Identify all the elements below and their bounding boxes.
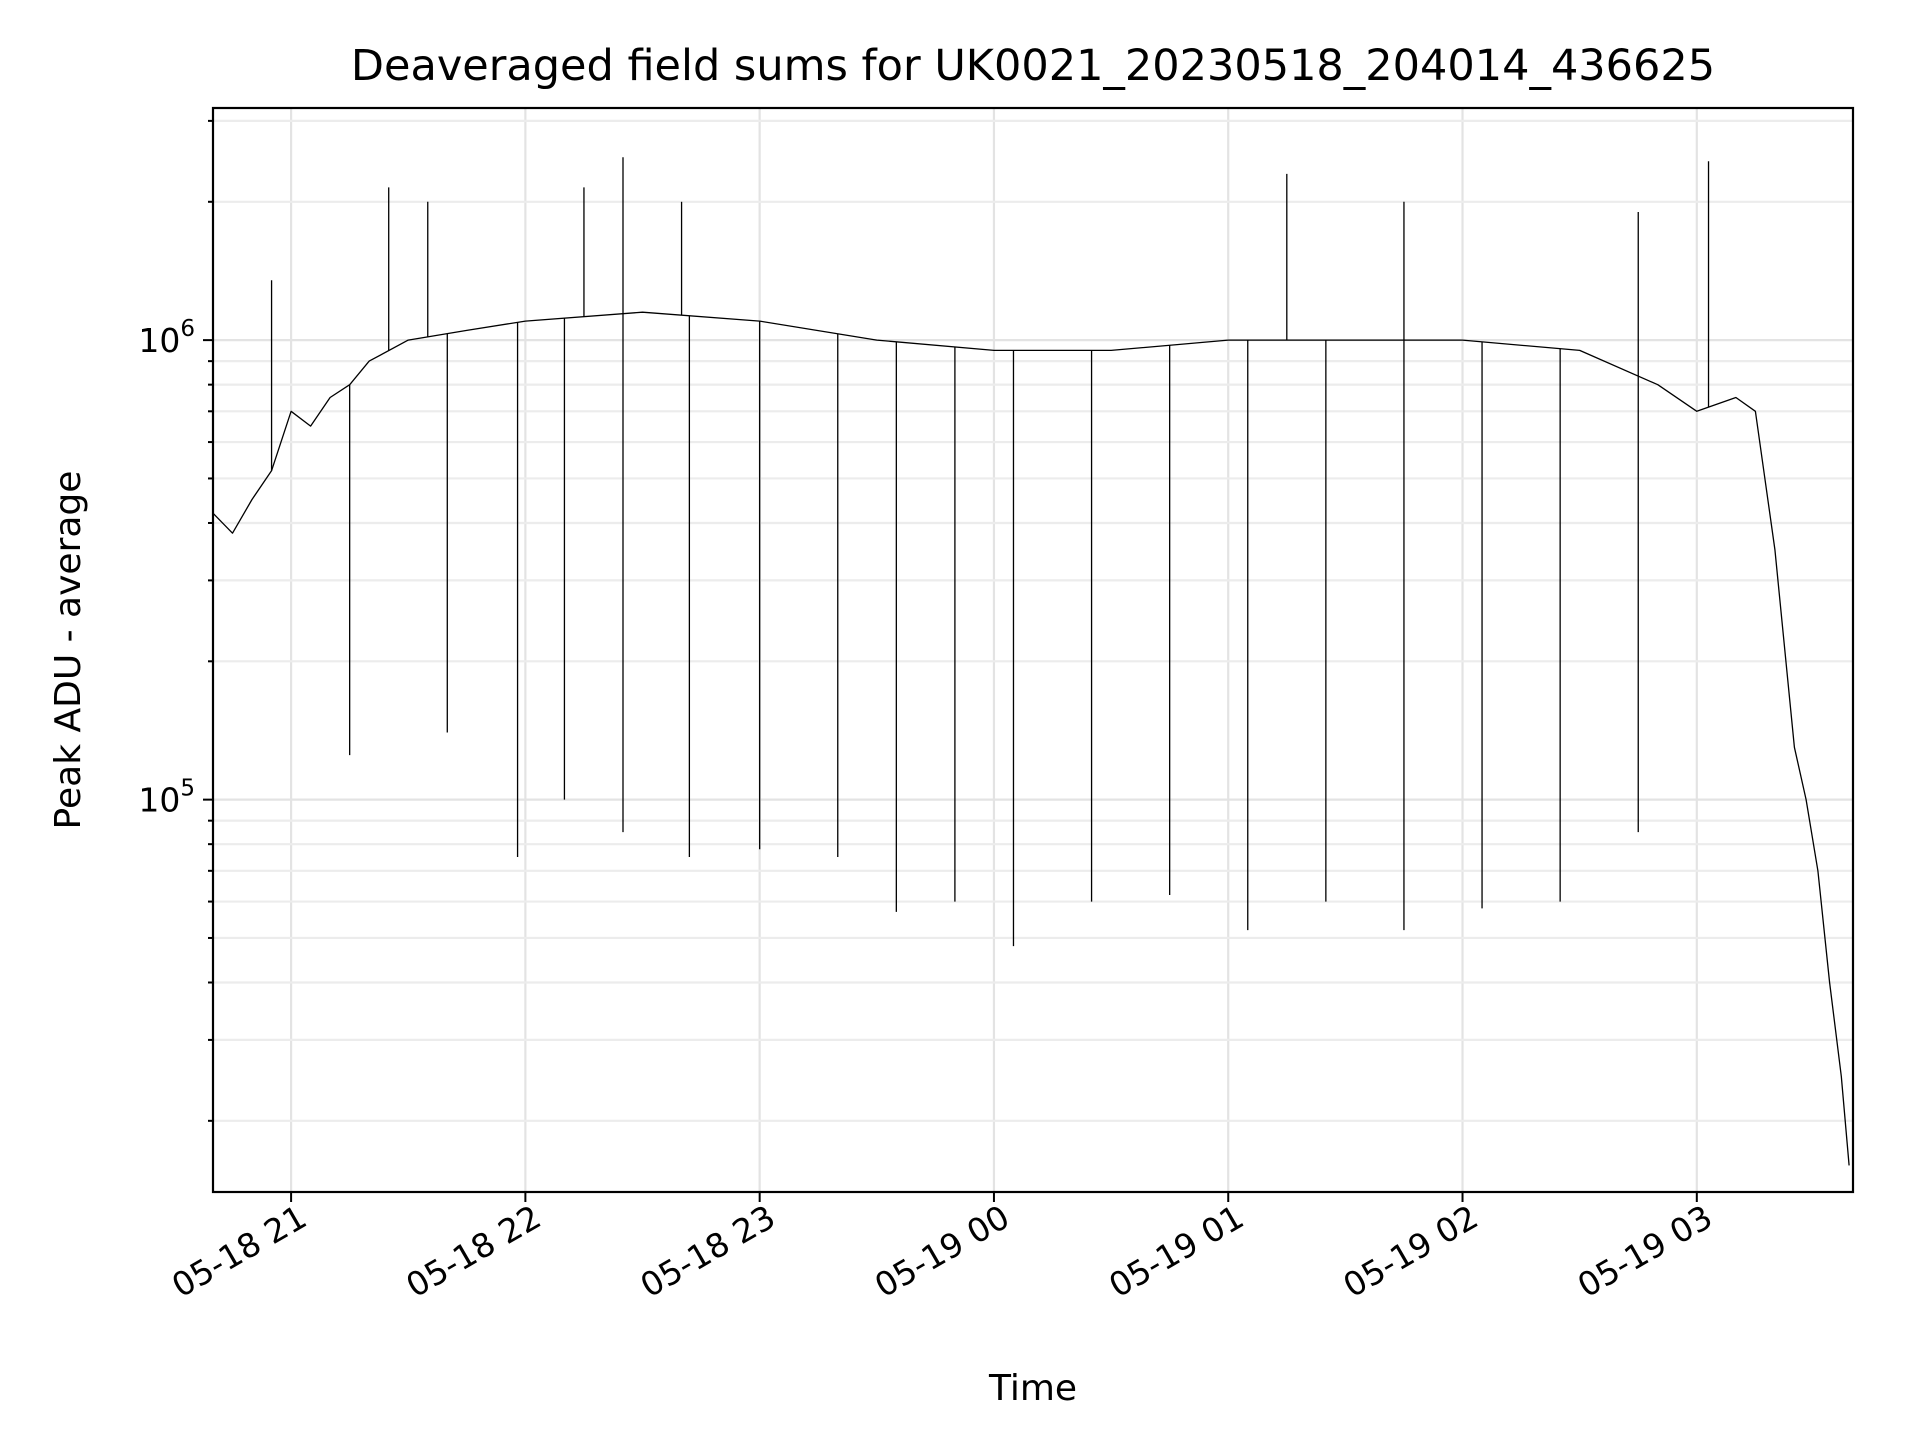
x-axis-label: Time (988, 1368, 1077, 1409)
y-tick-base: 10 (138, 781, 180, 820)
x-tick-label: 05-18 22 (399, 1197, 547, 1305)
y-tick-base: 10 (138, 321, 180, 360)
y-axis-label: Peak ADU - average (48, 471, 89, 830)
grid (213, 108, 1853, 1192)
y-tick-exponent: 6 (180, 316, 195, 342)
x-tick-label: 05-19 03 (1571, 1197, 1719, 1305)
x-tick-label: 05-18 23 (634, 1197, 782, 1305)
y-tick-label: 106 (138, 316, 195, 360)
chart-title: Deaveraged field sums for UK0021_2023051… (351, 41, 1715, 91)
x-tick-label: 05-19 01 (1102, 1197, 1250, 1305)
x-axis: 05-18 21 05-18 22 05-18 23 05-19 00 05-19 01… (165, 1192, 1719, 1305)
x-tick-label: 05-18 21 (165, 1197, 313, 1305)
x-tick-label: 05-19 02 (1337, 1197, 1485, 1305)
plot-frame (211, 106, 1855, 1194)
x-tick-label: 05-19 00 (868, 1197, 1016, 1305)
series-line (212, 311, 1850, 1166)
y-tick-exponent: 5 (180, 776, 195, 802)
y-tick-label: 105 (138, 776, 195, 820)
series-layer (212, 157, 1850, 1166)
